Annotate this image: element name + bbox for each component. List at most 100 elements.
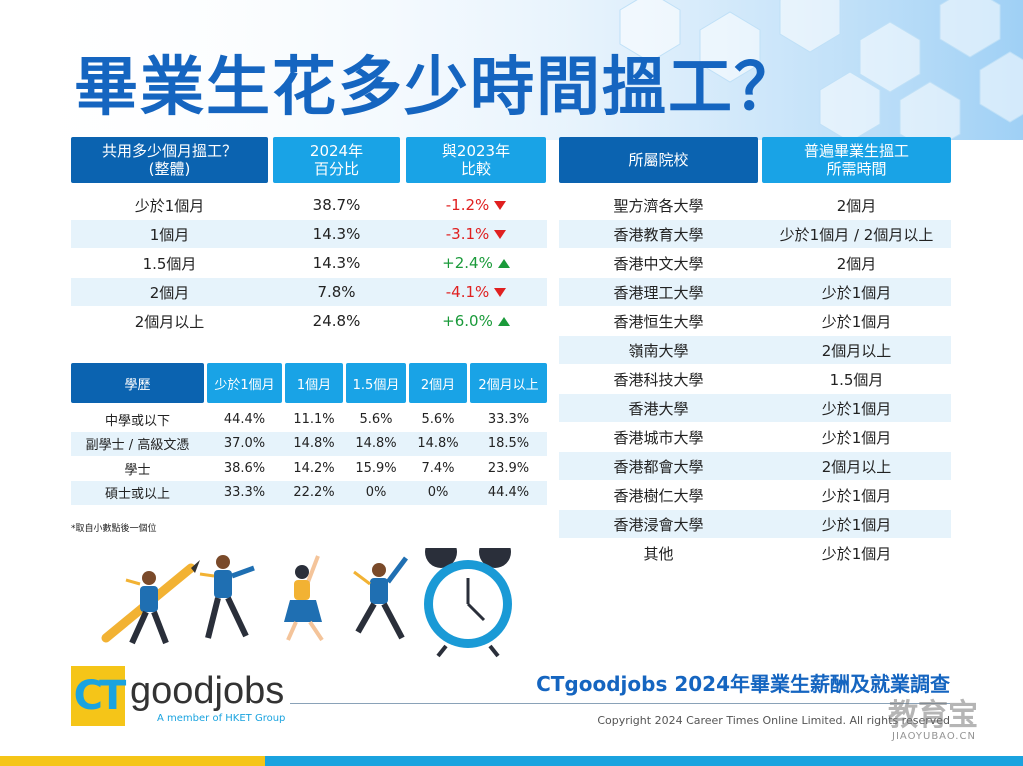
watermark-url: JIAOYUBAO.CN bbox=[892, 731, 976, 742]
edu-header-2: 2個月 bbox=[409, 363, 467, 403]
job-search-time-cell: 少於1個月 bbox=[821, 283, 892, 302]
job-search-time-cell: 少於1個月 / 2個月以上 bbox=[779, 225, 934, 244]
uni-header-time: 普遍畢業生搵工 所需時間 bbox=[762, 137, 951, 183]
education-percent-cell: 37.0% bbox=[223, 436, 266, 451]
job-search-time-cell: 2個月以上 bbox=[821, 341, 892, 360]
change-value: +2.4% bbox=[442, 254, 493, 272]
percent-cell: 38.7% bbox=[312, 196, 361, 214]
edu-header-1: 1個月 bbox=[285, 363, 343, 403]
institution-cell: 聖方濟各大學 bbox=[613, 196, 704, 215]
university-table-row: 香港都會大學 2個月以上 bbox=[559, 452, 951, 480]
education-percent-cell: 23.9% bbox=[487, 460, 530, 476]
overall-table-row: 1.5個月 14.3% +2.4% bbox=[71, 249, 547, 277]
running-people-illustration bbox=[101, 548, 512, 658]
change-cell: -3.1% bbox=[406, 220, 546, 248]
institution-cell: 香港城市大學 bbox=[613, 428, 704, 447]
duration-cell: 2個月 bbox=[149, 283, 190, 302]
copyright-text: Copyright 2024 Career Times Online Limit… bbox=[597, 714, 950, 727]
overall-table-row: 少於1個月 38.7% -1.2% bbox=[71, 191, 547, 219]
overall-header-percent: 2024年 百分比 bbox=[273, 137, 400, 183]
change-cell: +2.4% bbox=[406, 249, 546, 277]
education-table-row: 學士 38.6% 14.2% 15.9% 7.4% 23.9% bbox=[71, 456, 547, 480]
education-percent-cell: 33.3% bbox=[223, 485, 266, 500]
job-search-time-cell: 少於1個月 bbox=[821, 544, 892, 563]
arrow-down-icon bbox=[494, 229, 507, 239]
institution-cell: 其他 bbox=[643, 544, 674, 563]
arrow-up-icon bbox=[497, 258, 510, 268]
percent-cell: 14.3% bbox=[312, 225, 361, 243]
percent-cell: 24.8% bbox=[312, 312, 361, 330]
bottom-color-bar bbox=[0, 756, 1023, 766]
jumping-man-icon bbox=[353, 556, 408, 640]
education-table-row: 中學或以下 44.4% 11.1% 5.6% 5.6% 33.3% bbox=[71, 407, 547, 431]
edu-header-gt2: 2個月以上 bbox=[470, 363, 547, 403]
institution-cell: 香港理工大學 bbox=[613, 283, 704, 302]
job-search-time-cell: 少於1個月 bbox=[821, 312, 892, 331]
job-search-time-cell: 2個月 bbox=[836, 196, 877, 215]
change-cell: -1.2% bbox=[406, 191, 546, 219]
overall-table-row: 2個月 7.8% -4.1% bbox=[71, 278, 547, 306]
institution-cell: 香港中文大學 bbox=[613, 254, 704, 273]
footer-divider bbox=[290, 703, 950, 704]
institution-cell: 香港恒生大學 bbox=[613, 312, 704, 331]
duration-cell: 1個月 bbox=[149, 225, 190, 244]
education-percent-cell: 44.4% bbox=[223, 411, 266, 427]
running-woman-icon bbox=[284, 555, 324, 642]
page-title: 畢業生花多少時間搵工？ bbox=[74, 51, 800, 125]
arrow-down-icon bbox=[494, 287, 507, 297]
university-table-row: 其他 少於1個月 bbox=[559, 539, 951, 567]
university-table-row: 嶺南大學 2個月以上 bbox=[559, 336, 951, 364]
job-search-time-cell: 少於1個月 bbox=[821, 399, 892, 418]
arrow-up-icon bbox=[497, 316, 510, 326]
job-search-time-cell: 2個月以上 bbox=[821, 457, 892, 476]
university-table-row: 香港城市大學 少於1個月 bbox=[559, 423, 951, 451]
overall-header-change: 與2023年 比較 bbox=[406, 137, 546, 183]
education-percent-cell: 14.2% bbox=[293, 460, 335, 476]
watermark: 教育宝 bbox=[888, 698, 978, 733]
university-table-row: 香港浸會大學 少於1個月 bbox=[559, 510, 951, 538]
percent-cell: 7.8% bbox=[317, 283, 356, 301]
alarm-clock-icon bbox=[424, 548, 512, 658]
education-percent-cell: 7.4% bbox=[421, 460, 455, 476]
education-table-row: 副學士 / 高級文憑 37.0% 14.8% 14.8% 14.8% 18.5% bbox=[71, 431, 547, 456]
change-cell: +6.0% bbox=[406, 307, 546, 335]
university-table-row: 香港理工大學 少於1個月 bbox=[559, 278, 951, 306]
education-percent-cell: 14.8% bbox=[355, 436, 397, 451]
uni-header-institution: 所屬院校 bbox=[559, 137, 758, 183]
education-percent-cell: 5.6% bbox=[421, 411, 455, 427]
job-search-time-cell: 1.5個月 bbox=[829, 370, 884, 389]
education-percent-cell: 5.6% bbox=[359, 411, 393, 427]
education-level-cell: 學士 bbox=[124, 462, 151, 478]
change-value: -4.1% bbox=[445, 283, 490, 301]
education-percent-cell: 33.3% bbox=[487, 411, 530, 427]
change-value: -1.2% bbox=[445, 196, 490, 214]
institution-cell: 香港樹仁大學 bbox=[613, 486, 704, 505]
university-table-row: 香港樹仁大學 少於1個月 bbox=[559, 481, 951, 509]
education-percent-cell: 11.1% bbox=[293, 411, 335, 427]
education-percent-cell: 14.8% bbox=[293, 436, 335, 451]
change-value: +6.0% bbox=[442, 312, 493, 330]
hexagon-background bbox=[0, 0, 1023, 140]
footnote: *取自小數點後一個位 bbox=[71, 524, 157, 534]
institution-cell: 香港科技大學 bbox=[613, 370, 704, 389]
education-percent-cell: 0% bbox=[365, 485, 387, 500]
job-search-time-cell: 少於1個月 bbox=[821, 515, 892, 534]
overall-table-row: 2個月以上 24.8% +6.0% bbox=[71, 307, 547, 335]
edu-header-1-5: 1.5個月 bbox=[346, 363, 406, 403]
job-search-time-cell: 少於1個月 bbox=[821, 428, 892, 447]
education-percent-cell: 18.5% bbox=[487, 436, 530, 451]
goodjobs-logo-text: goodjobs bbox=[130, 670, 285, 712]
education-percent-cell: 14.8% bbox=[417, 436, 459, 451]
survey-title: CTgoodjobs 2024年畢業生薪酬及就業調查 bbox=[536, 672, 950, 696]
change-cell: -4.1% bbox=[406, 278, 546, 306]
edu-header-education: 學歷 bbox=[71, 363, 204, 403]
university-table-row: 香港中文大學 2個月 bbox=[559, 249, 951, 277]
education-percent-cell: 44.4% bbox=[487, 485, 530, 500]
education-percent-cell: 0% bbox=[427, 485, 449, 500]
overall-table-row: 1個月 14.3% -3.1% bbox=[71, 220, 547, 248]
education-percent-cell: 15.9% bbox=[355, 460, 397, 476]
education-level-cell: 碩士或以上 bbox=[104, 487, 170, 502]
institution-cell: 香港大學 bbox=[628, 399, 689, 418]
logo-tagline: A member of HKET Group bbox=[157, 713, 286, 724]
overall-header-duration: 共用多少個月搵工？ (整體) bbox=[71, 137, 268, 183]
